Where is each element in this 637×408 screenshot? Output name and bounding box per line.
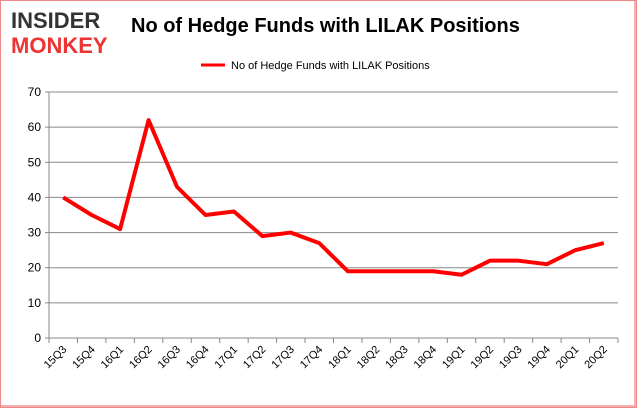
- y-tick-label: 40: [28, 190, 42, 204]
- y-tick-label: 10: [28, 296, 42, 310]
- y-tick-label: 20: [28, 261, 42, 275]
- x-tick-label: 18Q3: [383, 344, 411, 372]
- x-tick-label: 15Q3: [42, 344, 70, 372]
- x-tick-label: 20Q1: [554, 344, 582, 372]
- legend-label: No of Hedge Funds with LILAK Positions: [231, 60, 430, 72]
- chart-title: No of Hedge Funds with LILAK Positions: [131, 15, 520, 37]
- x-tick-label: 18Q2: [355, 344, 383, 372]
- x-tick-label: 20Q2: [582, 344, 610, 372]
- y-tick-label: 50: [28, 155, 42, 169]
- x-tick-label: 16Q3: [156, 344, 184, 372]
- x-tick-label: 17Q3: [269, 344, 297, 372]
- x-tick-label: 19Q4: [525, 344, 553, 372]
- svg-text:MONKEY: MONKEY: [11, 33, 108, 57]
- x-tick-label: 18Q4: [412, 344, 440, 372]
- svg-text:INSIDER: INSIDER: [11, 8, 100, 33]
- series-line: [62, 118, 605, 277]
- x-tick-label: 17Q1: [213, 344, 241, 372]
- x-tick-label: 17Q4: [298, 344, 326, 372]
- y-tick-label: 70: [28, 85, 42, 99]
- x-tick-label: 18Q1: [326, 344, 354, 372]
- x-tick-label: 16Q2: [127, 344, 155, 372]
- y-tick-label: 60: [28, 120, 42, 134]
- insider-monkey-logo: INSIDER MONKEY: [11, 8, 108, 57]
- y-tick-label: 30: [28, 226, 42, 240]
- x-tick-label: 15Q4: [70, 344, 98, 372]
- x-tick-label: 19Q1: [440, 344, 468, 372]
- y-tick-label: 0: [34, 331, 41, 345]
- x-tick-label: 19Q2: [469, 344, 497, 372]
- x-tick-label: 16Q4: [184, 344, 212, 372]
- x-tick-label: 19Q3: [497, 344, 525, 372]
- x-tick-label: 17Q2: [241, 344, 269, 372]
- x-tick-label: 16Q1: [99, 344, 127, 372]
